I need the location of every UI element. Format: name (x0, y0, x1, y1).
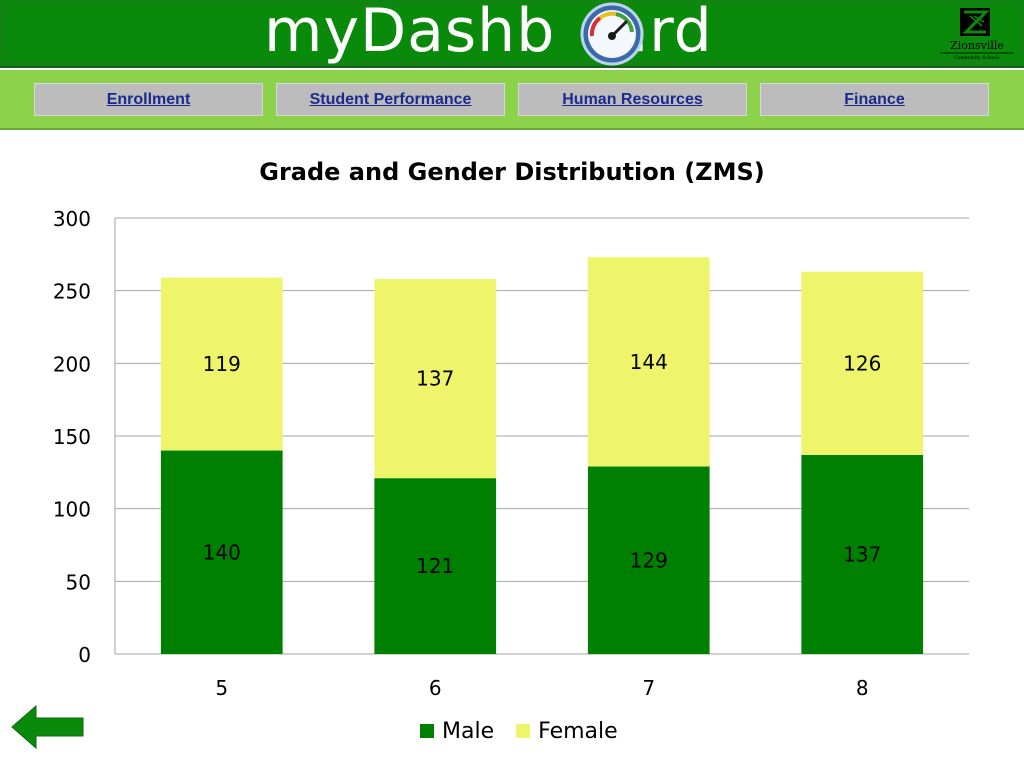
speedometer-icon (580, 2, 644, 66)
header-bar: myDashb ard Zionsville Community Schools (0, 0, 1024, 68)
legend-swatch-female (516, 724, 531, 738)
legend-swatch-male (420, 724, 434, 738)
logo-text: Zionsville (950, 39, 1004, 52)
navigation-bar: Enrollment Student Performance Human Res… (0, 70, 1024, 130)
data-label-male-grade-6: 121 (416, 554, 454, 578)
data-label-male-grade-5: 140 (203, 540, 241, 564)
legend-item-female: Female (516, 719, 618, 744)
y-tick-label: 50 (66, 570, 91, 594)
bar-male-grade-6 (374, 478, 497, 654)
legend-item-male: Male (420, 719, 494, 744)
data-label-male-grade-8: 137 (843, 542, 881, 566)
zionsville-logo: Zionsville Community Schools (940, 8, 1014, 61)
bar-male-grade-8 (801, 454, 924, 654)
logo-subtext: Community Schools (954, 55, 1000, 61)
tab-student-performance[interactable]: Student Performance (276, 83, 505, 116)
bar-female-grade-8 (801, 271, 924, 455)
data-label-female-grade-5: 119 (203, 352, 241, 376)
app-title-prefix: myDashb (264, 0, 556, 66)
bar-female-grade-5 (160, 277, 283, 451)
bar-male-grade-5 (160, 450, 283, 654)
header-frame (2, 2, 1022, 64)
x-tick-label: 7 (642, 676, 655, 700)
back-arrow-button[interactable] (10, 704, 86, 750)
y-tick-label: 100 (53, 498, 91, 522)
y-tick-label: 250 (53, 280, 91, 304)
x-tick-label: 8 (856, 676, 869, 700)
data-label-female-grade-8: 126 (843, 351, 881, 375)
data-label-female-grade-7: 144 (630, 350, 668, 374)
y-tick-label: 200 (53, 352, 91, 376)
y-tick-label: 150 (53, 425, 91, 449)
x-tick-label: 5 (215, 676, 228, 700)
data-label-female-grade-6: 137 (416, 367, 454, 391)
tab-enrollment[interactable]: Enrollment (34, 83, 263, 116)
legend-label-female: Female (538, 718, 618, 744)
y-tick-label: 0 (78, 643, 91, 667)
x-tick-label: 6 (429, 676, 442, 700)
bar-female-grade-6 (374, 279, 497, 479)
data-label-male-grade-7: 129 (630, 548, 668, 572)
chart-legend: Male Female (420, 716, 640, 746)
bar-male-grade-7 (587, 466, 710, 654)
tab-finance[interactable]: Finance (760, 83, 989, 116)
tab-human-resources[interactable]: Human Resources (518, 83, 747, 116)
legend-label-male: Male (442, 718, 495, 744)
chart-title: Grade and Gender Distribution (ZMS) (259, 158, 765, 186)
y-tick-label: 300 (53, 207, 91, 231)
bar-female-grade-7 (587, 257, 710, 467)
